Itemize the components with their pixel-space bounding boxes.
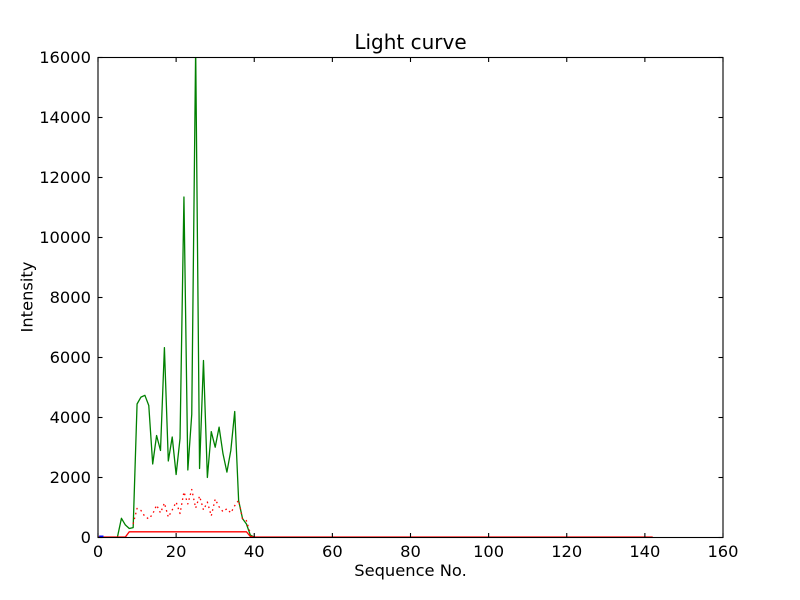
y-tick-label-14000: 14000 (39, 108, 91, 127)
x-tick-label-100: 100 (473, 542, 504, 561)
y-tick-label-12000: 12000 (39, 168, 91, 187)
x-tick-label-60: 60 (322, 542, 343, 561)
x-tick-label-120: 120 (551, 542, 582, 561)
x-axis-label: Sequence No. (354, 561, 467, 580)
y-tick-label-8000: 8000 (50, 288, 91, 307)
series-background-red-dotted-line (132, 488, 251, 534)
y-tick-label-2000: 2000 (50, 468, 91, 487)
x-ticks: 0 20 40 60 80 100 120 140 160 (93, 57, 739, 561)
y-tick-label-6000: 6000 (50, 348, 91, 367)
y-tick-label-10000: 10000 (39, 228, 91, 247)
chart-title: Light curve (354, 30, 467, 54)
y-axis-label: Intensity (17, 261, 37, 333)
x-tick-label-140: 140 (629, 542, 660, 561)
x-tick-label-0: 0 (93, 542, 103, 561)
x-tick-label-20: 20 (166, 542, 187, 561)
y-ticks: 0 2000 4000 6000 8000 10000 12000 14000 16000 (39, 48, 723, 547)
x-tick-label-40: 40 (244, 542, 265, 561)
series-intensity-green-line (116, 57, 255, 538)
axes-frame (97, 56, 724, 539)
series-group (98, 57, 653, 538)
series-red-solid-line (98, 531, 653, 538)
y-tick-label-16000: 16000 (39, 48, 91, 67)
x-tick-label-160: 160 (707, 542, 738, 561)
y-tick-label-4000: 4000 (50, 408, 91, 427)
x-tick-label-80: 80 (400, 542, 421, 561)
y-tick-label-0: 0 (81, 528, 91, 547)
